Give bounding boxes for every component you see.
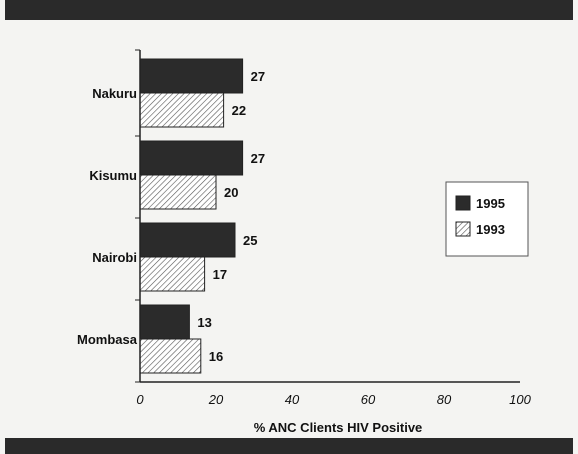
category-label: Kisumu bbox=[89, 168, 137, 183]
value-label: 20 bbox=[224, 185, 238, 200]
x-tick-label: 20 bbox=[208, 392, 224, 407]
legend-label: 1995 bbox=[476, 196, 505, 211]
bar-kisumu-1993 bbox=[139, 174, 217, 210]
category-label: Mombasa bbox=[77, 332, 138, 347]
top-banner bbox=[5, 0, 573, 20]
x-axis-title: % ANC Clients HIV Positive bbox=[254, 420, 423, 435]
axes-layer: Nakuru Kisumu Nairobi Mombasa 0 20 40 60 80 100 % … bbox=[77, 49, 532, 435]
legend-swatch-1993 bbox=[455, 221, 471, 237]
bar-nakuru-1993 bbox=[139, 92, 225, 128]
x-tick-label: 0 bbox=[136, 392, 144, 407]
value-label: 27 bbox=[251, 69, 265, 84]
value-label: 13 bbox=[197, 315, 211, 330]
bar-mombasa-1993 bbox=[139, 338, 202, 374]
bar-nairobi-1995 bbox=[139, 222, 236, 258]
value-label: 17 bbox=[213, 267, 227, 282]
bottom-banner bbox=[5, 438, 573, 454]
value-label: 27 bbox=[251, 151, 265, 166]
x-tick-label: 100 bbox=[509, 392, 531, 407]
bars-layer: 27 22 27 20 25 17 13 16 bbox=[139, 58, 265, 374]
bar-nairobi-1993 bbox=[139, 256, 206, 292]
category-label: Nairobi bbox=[92, 250, 137, 265]
value-label: 16 bbox=[209, 349, 223, 364]
value-label: 22 bbox=[232, 103, 246, 118]
x-tick-label: 60 bbox=[361, 392, 376, 407]
x-tick-label: 40 bbox=[285, 392, 300, 407]
legend-box bbox=[445, 181, 529, 257]
legend: 1995 1993 bbox=[445, 181, 529, 257]
legend-label: 1993 bbox=[476, 222, 505, 237]
legend-swatch-1995 bbox=[455, 195, 471, 211]
bar-nakuru-1995 bbox=[139, 58, 244, 94]
bar-mombasa-1995 bbox=[139, 304, 190, 340]
bar-kisumu-1995 bbox=[139, 140, 244, 176]
x-tick-label: 80 bbox=[437, 392, 452, 407]
value-label: 25 bbox=[243, 233, 257, 248]
category-label: Nakuru bbox=[92, 86, 137, 101]
